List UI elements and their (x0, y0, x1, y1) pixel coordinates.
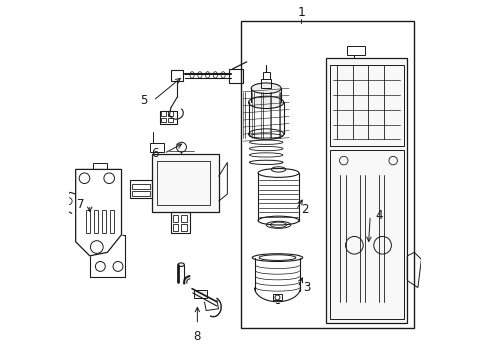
Bar (229, 69, 243, 83)
Ellipse shape (178, 263, 184, 266)
Bar (181, 224, 187, 231)
Bar (181, 215, 187, 222)
Text: 2: 2 (301, 203, 309, 216)
Bar (172, 224, 178, 231)
Bar (161, 118, 166, 122)
Text: 7: 7 (77, 198, 84, 211)
Bar (130, 180, 151, 198)
Bar (261, 80, 271, 88)
Bar (172, 215, 178, 222)
Bar (102, 210, 106, 233)
Bar (94, 210, 98, 233)
Bar (347, 46, 365, 55)
Bar (157, 161, 210, 205)
Bar (241, 21, 414, 328)
Bar (161, 111, 166, 116)
Text: 1: 1 (297, 6, 305, 19)
Bar (86, 210, 91, 233)
Bar (326, 58, 407, 323)
Bar (151, 154, 219, 212)
Bar (132, 190, 150, 196)
Bar (171, 70, 183, 81)
Text: 5: 5 (141, 94, 148, 107)
Bar (150, 143, 164, 152)
Bar (330, 150, 404, 319)
Bar (160, 111, 176, 123)
Bar (93, 163, 107, 170)
Bar (273, 294, 282, 300)
Bar (194, 291, 207, 298)
Text: 6: 6 (151, 147, 159, 160)
Bar (132, 184, 150, 189)
Bar (330, 66, 404, 147)
Text: 8: 8 (194, 330, 201, 343)
Bar (171, 212, 190, 233)
Text: 3: 3 (303, 281, 311, 294)
Bar (263, 72, 270, 80)
Text: 4: 4 (375, 209, 383, 222)
Ellipse shape (251, 83, 281, 94)
Bar (168, 118, 173, 122)
Bar (168, 111, 173, 116)
Ellipse shape (248, 96, 284, 109)
Bar (110, 210, 114, 233)
